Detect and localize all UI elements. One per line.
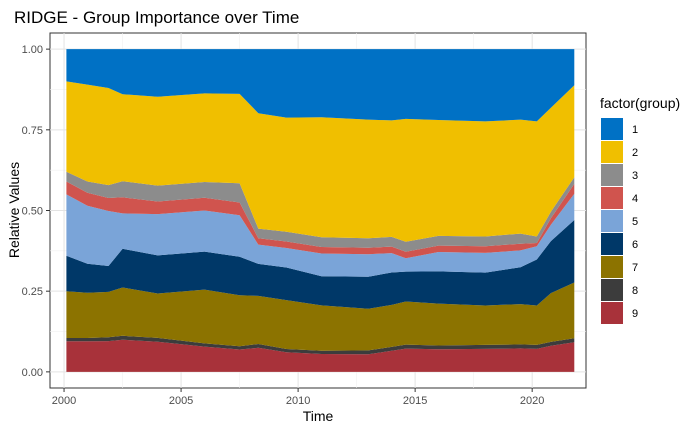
area-series-2 (66, 81, 575, 242)
y-axis: 0.00 0.25 0.50 0.75 1.00 (22, 44, 50, 379)
area-layers (66, 49, 575, 372)
x-tick-label: 2005 (169, 395, 193, 407)
area-series-9 (66, 339, 575, 372)
x-axis: 2000 2005 2010 2015 2020 (52, 388, 544, 407)
legend-swatch-7 (601, 256, 623, 278)
legend-title: factor(group) (600, 95, 680, 111)
legend-swatch-4 (601, 187, 623, 209)
y-tick-label: 1.00 (22, 44, 43, 56)
area-series-1 (66, 49, 575, 122)
legend-swatch-2 (601, 141, 623, 163)
legend-label-3: 3 (632, 170, 638, 182)
y-tick-label: 0.75 (22, 125, 43, 137)
y-tick-label: 0.00 (22, 367, 43, 379)
y-axis-title: Relative Values (6, 162, 22, 258)
legend-label-5: 5 (632, 216, 638, 228)
y-tick-label: 0.50 (22, 206, 43, 218)
area-series-3 (66, 171, 575, 252)
x-tick-label: 2015 (403, 395, 427, 407)
legend-label-9: 9 (632, 308, 638, 320)
legend-label-6: 6 (632, 239, 638, 251)
legend: 1 2 3 4 5 6 7 8 9 (601, 118, 638, 324)
area-series-4 (66, 181, 575, 259)
area-series-8 (66, 335, 575, 355)
legend-swatch-9 (601, 302, 623, 324)
legend-label-8: 8 (632, 285, 638, 297)
x-tick-label: 2000 (52, 395, 76, 407)
legend-swatch-1 (601, 118, 623, 140)
legend-label-4: 4 (632, 193, 638, 205)
x-tick-label: 2010 (286, 395, 310, 407)
legend-swatch-6 (601, 233, 623, 255)
legend-label-2: 2 (632, 147, 638, 159)
area-series-6 (66, 220, 575, 309)
legend-swatch-5 (601, 210, 623, 232)
chart-title: RIDGE - Group Importance over Time (14, 8, 299, 27)
legend-label-1: 1 (632, 124, 638, 136)
x-axis-title: Time (303, 408, 334, 424)
legend-swatch-3 (601, 164, 623, 186)
legend-label-7: 7 (632, 262, 638, 274)
area-series-5 (66, 193, 575, 277)
legend-swatch-8 (601, 279, 623, 301)
area-series-7 (66, 282, 575, 351)
x-tick-label: 2020 (520, 395, 544, 407)
y-tick-label: 0.25 (22, 286, 43, 298)
